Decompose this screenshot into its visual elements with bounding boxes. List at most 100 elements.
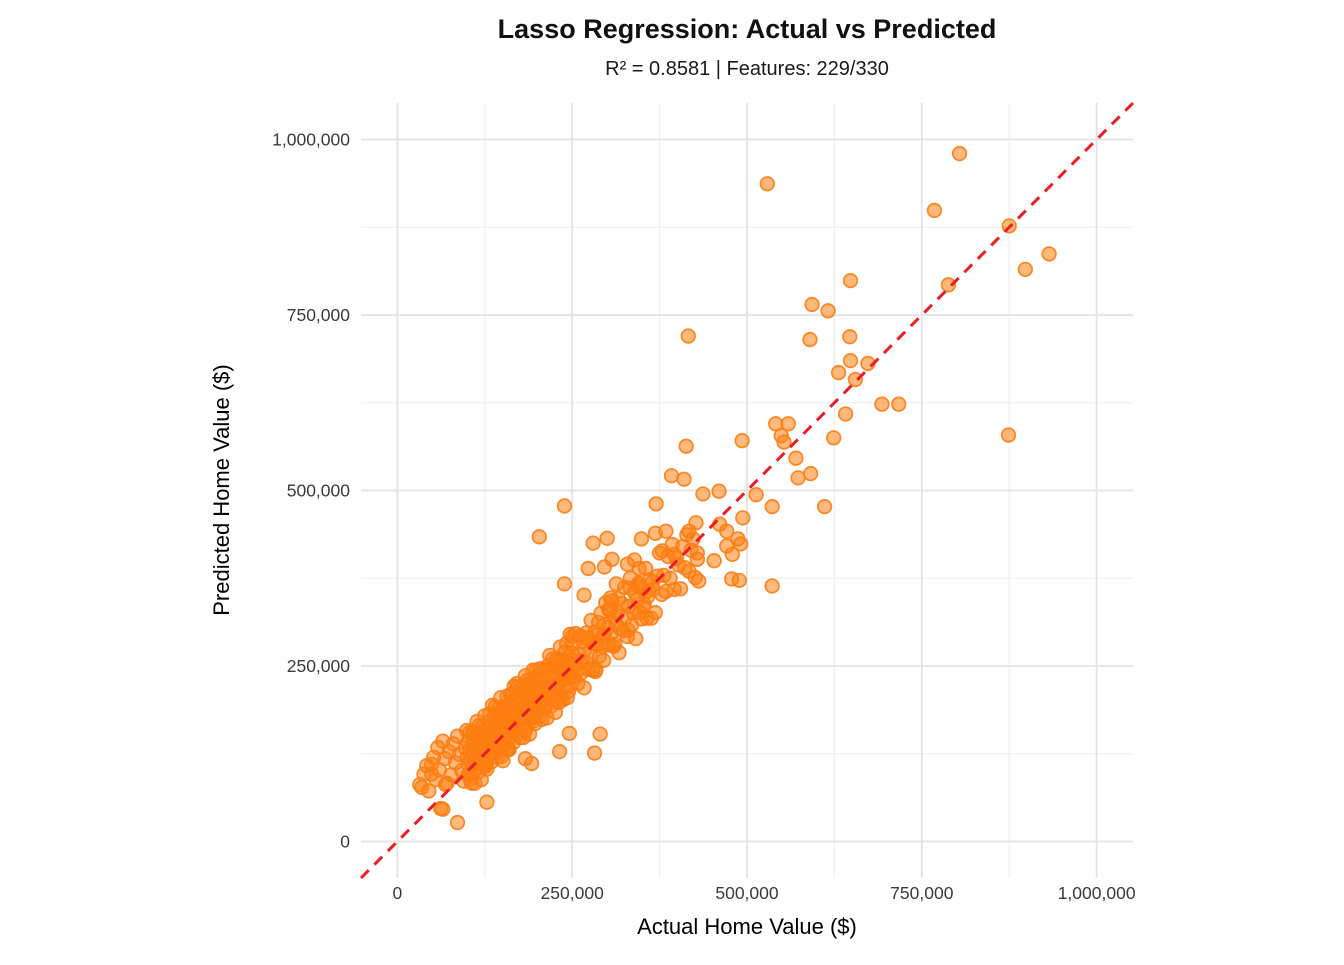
scatter-point [776, 434, 792, 450]
scatter-point [842, 329, 858, 345]
y-axis-title: Predicted Home Value ($) [209, 364, 234, 616]
scatter-point [561, 725, 578, 742]
scatter-point [602, 590, 619, 606]
scatter-point [592, 726, 608, 742]
scatter-point [478, 756, 494, 772]
scatter-point [666, 546, 682, 563]
scatter-point [804, 296, 820, 313]
scatter-point [951, 145, 968, 162]
scatter-point [537, 699, 553, 716]
scatter-point [719, 523, 735, 539]
scatter-point [724, 546, 740, 563]
scatter-point [735, 510, 751, 526]
scatter-point [633, 531, 650, 547]
scatter-point [731, 572, 747, 589]
scatter-point [663, 468, 680, 484]
scatter-point [596, 559, 612, 575]
scatter-point [926, 202, 943, 219]
scatter-point [678, 438, 694, 454]
x-tick-label: 750,000 [890, 883, 954, 903]
scatter-point [551, 743, 568, 760]
scatter-point [523, 755, 540, 772]
scatter-point [802, 331, 818, 348]
y-tick-label: 0 [340, 831, 350, 851]
scatter-point [556, 576, 573, 592]
scatter-point [759, 176, 775, 192]
scatter-points [412, 145, 1057, 831]
scatter-point [830, 364, 847, 381]
scatter-point [556, 498, 573, 514]
scatter-point [891, 396, 907, 412]
scatter-point [820, 303, 836, 319]
scatter-point [1041, 246, 1057, 262]
scatter-point [502, 686, 519, 702]
y-tick-label: 250,000 [287, 656, 351, 676]
scatter-point [465, 724, 481, 740]
scatter-point [733, 536, 749, 552]
scatter-point [1000, 427, 1017, 443]
scatter-point [611, 645, 627, 661]
scatter-point [449, 814, 466, 831]
scatter-point [421, 783, 437, 799]
x-tick-label: 0 [392, 883, 402, 903]
scatter-point [940, 277, 957, 293]
scatter-point [842, 272, 859, 289]
scatter-point [837, 406, 854, 422]
scatter-point [790, 470, 806, 486]
scatter-point [496, 706, 512, 722]
scatter-point [631, 576, 647, 592]
scatter-point [1017, 261, 1033, 278]
scatter-point [874, 396, 890, 412]
y-tick-label: 750,000 [287, 305, 351, 325]
scatter-point [620, 622, 636, 638]
x-tick-label: 1,000,000 [1058, 883, 1136, 903]
scatter-point [559, 689, 575, 706]
y-tick-label: 500,000 [287, 481, 351, 501]
scatter-point [585, 535, 601, 551]
major-gridlines [361, 103, 1133, 878]
scatter-point [764, 498, 780, 515]
scatter-point [711, 483, 727, 499]
scatter-point [586, 745, 603, 761]
scatter-point [571, 661, 587, 678]
scatter-point [435, 801, 451, 817]
scatter-point [816, 498, 833, 515]
scatter-point [576, 587, 592, 603]
scatter-point [695, 486, 711, 502]
scatter-point [608, 576, 624, 592]
x-tick-label: 500,000 [715, 883, 779, 903]
x-tick-labels: 0 250,000 500,000 750,000 1,000,000 [392, 883, 1135, 903]
y-tick-labels: 0 250,000 500,000 750,000 1,000,000 [272, 130, 350, 852]
scatter-point [706, 553, 722, 569]
chart-subtitle: R² = 0.8581 | Features: 229/330 [605, 58, 889, 80]
scatter-point [780, 416, 796, 432]
scatter-point [579, 630, 596, 646]
chart-title: Lasso Regression: Actual vs Predicted [497, 14, 997, 44]
scatter-point [691, 573, 707, 589]
scatter-point [764, 578, 780, 594]
scatter-point [599, 530, 615, 546]
scatter-point [802, 466, 819, 482]
scatter-point [479, 794, 495, 810]
scatter-point [734, 433, 750, 449]
scatter-point [580, 560, 596, 577]
scatter-point [531, 529, 547, 545]
y-tick-label: 1,000,000 [272, 130, 350, 150]
scatter-point [748, 487, 764, 503]
scatter-point [648, 496, 664, 512]
scatter-point [788, 450, 804, 466]
scatter-point [508, 707, 524, 723]
scatter-point [842, 352, 859, 369]
scatter-point [676, 471, 692, 487]
scatter-point [576, 680, 592, 696]
scatter-point [658, 523, 674, 539]
scatter-point [588, 661, 604, 678]
scatter-point [826, 430, 842, 446]
scatter-point [517, 722, 533, 739]
x-axis-title: Actual Home Value ($) [637, 914, 857, 939]
scatter-point [500, 741, 516, 758]
scatter-point [647, 604, 664, 621]
scatter-point [549, 653, 566, 669]
